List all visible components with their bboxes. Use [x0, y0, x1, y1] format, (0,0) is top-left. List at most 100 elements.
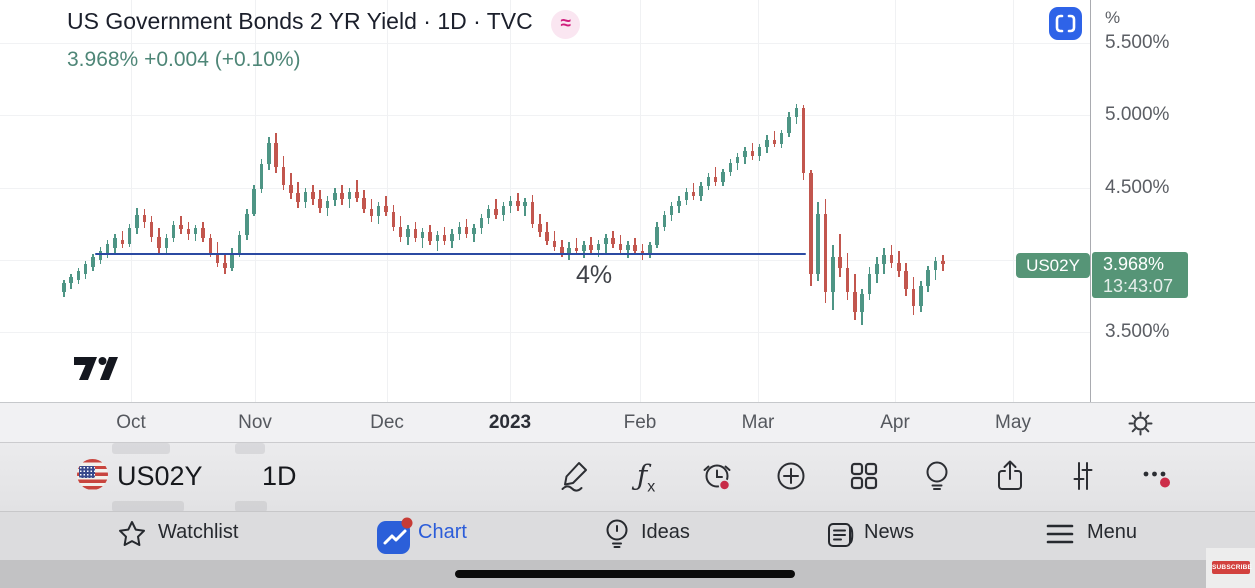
- gear-icon[interactable]: [1126, 409, 1155, 438]
- time-tick-label: Oct: [116, 412, 146, 433]
- subscribe-watermark[interactable]: SUBSCRIBE: [1206, 548, 1255, 588]
- candle-body: [933, 261, 938, 270]
- nav-chart[interactable]: Chart: [418, 521, 467, 543]
- candle-body: [311, 191, 315, 200]
- candle-body: [171, 225, 176, 239]
- chart-icon[interactable]: [374, 515, 416, 557]
- menu-icon[interactable]: [1044, 521, 1076, 549]
- candle-body: [105, 243, 110, 253]
- candle-body: [648, 245, 652, 256]
- candle-body: [941, 261, 945, 265]
- candle-body: [633, 245, 637, 252]
- candle-body: [574, 248, 579, 252]
- chart-panel[interactable]: 4% US Government Bonds 2 YR Yield · 1D ·…: [0, 0, 1090, 402]
- nav-menu[interactable]: Menu: [1087, 521, 1138, 543]
- picker-ghost-row: [112, 443, 170, 454]
- candle-wick: [421, 227, 424, 249]
- symbol-toolbar: US02Y 1D: [0, 443, 1255, 511]
- candle-body: [669, 206, 674, 215]
- fullscreen-icon[interactable]: [1049, 7, 1082, 40]
- candle-body: [662, 214, 667, 227]
- candle-body: [750, 151, 755, 156]
- candle-wick: [575, 238, 578, 256]
- candle-body: [882, 255, 886, 265]
- candle-body: [113, 238, 117, 249]
- layouts-icon[interactable]: [846, 458, 882, 494]
- price-tick-label: 5.500%: [1105, 32, 1170, 53]
- candle-body: [127, 227, 132, 244]
- candle-body: [142, 214, 147, 223]
- candle-body: [538, 223, 542, 233]
- candle-body: [684, 191, 689, 201]
- candle-body: [853, 291, 857, 312]
- badge-time: 13:43:07: [1103, 276, 1174, 296]
- candle-body: [713, 177, 718, 182]
- nav-ideas[interactable]: Ideas: [641, 521, 690, 543]
- nav-watchlist[interactable]: Watchlist: [158, 521, 239, 543]
- axis-unit-label: %: [1105, 8, 1121, 27]
- tradingview-logo[interactable]: [73, 352, 119, 382]
- candle-body: [567, 248, 571, 253]
- candle-body: [801, 108, 806, 174]
- price-tick-label: 3.500%: [1105, 321, 1170, 342]
- h-gridline: [0, 187, 1090, 189]
- horizontal-line-tool[interactable]: [95, 252, 806, 256]
- candle-body: [120, 239, 125, 244]
- candle-body: [809, 173, 813, 275]
- candle-body: [867, 274, 872, 295]
- candle-body: [179, 225, 183, 230]
- candle-body: [926, 269, 930, 286]
- candle-wick: [524, 197, 526, 217]
- add-icon[interactable]: [773, 458, 809, 494]
- time-tick-label: Dec: [370, 412, 404, 433]
- picker-ghost-row: [235, 443, 265, 454]
- ideas-bulb-icon[interactable]: [919, 458, 955, 494]
- time-tick-label: May: [995, 412, 1031, 433]
- last-price-badge: 3.968% 13:43:07: [1092, 252, 1188, 298]
- tune-icon[interactable]: [1065, 458, 1101, 494]
- time-tick-label: Feb: [623, 412, 657, 433]
- star-icon[interactable]: [116, 518, 148, 550]
- more-icon[interactable]: [1138, 458, 1174, 494]
- candle-body: [464, 226, 469, 234]
- time-axis[interactable]: Oct Nov Dec 2023 Feb Mar Apr May: [0, 402, 1255, 443]
- candle-body: [706, 177, 711, 187]
- streams-icon[interactable]: ≈: [551, 10, 581, 40]
- candle-body: [215, 252, 220, 263]
- candle-body: [699, 186, 703, 197]
- candle-body: [201, 227, 205, 239]
- candle-body: [560, 246, 564, 253]
- candle-body: [237, 235, 242, 253]
- share-icon[interactable]: [992, 458, 1028, 494]
- candle-body: [435, 235, 440, 241]
- candle-wick: [692, 183, 695, 201]
- candle-body: [486, 209, 491, 218]
- candle-body: [267, 142, 271, 165]
- h-gridline: [0, 115, 1090, 117]
- symbol-title[interactable]: US Government Bonds 2 YR Yield · 1D · TV…: [67, 8, 533, 34]
- nav-news[interactable]: News: [864, 521, 915, 543]
- badge-price: 3.968%: [1103, 254, 1165, 274]
- candle-body: [318, 199, 322, 208]
- news-icon[interactable]: [824, 518, 858, 552]
- candle-body: [831, 256, 835, 292]
- axis-separator: [1090, 0, 1091, 443]
- candle-body: [494, 209, 498, 215]
- home-indicator[interactable]: [455, 570, 795, 578]
- symbol-button[interactable]: US02Y: [117, 461, 203, 491]
- candle-body: [69, 277, 73, 283]
- candle-body: [369, 209, 374, 217]
- us-flag-icon[interactable]: [77, 459, 108, 490]
- price-axis[interactable]: % 5.500% 5.000% 4.500% 3.500%: [1091, 0, 1255, 402]
- subscribe-button[interactable]: SUBSCRIBE: [1212, 561, 1252, 574]
- indicators-icon[interactable]: ƒx: [636, 459, 656, 496]
- interval-button[interactable]: 1D: [262, 461, 297, 491]
- lightbulb-icon[interactable]: [600, 517, 634, 551]
- candle-body: [259, 164, 264, 189]
- candle-wick: [385, 196, 387, 217]
- time-tick-label: Apr: [880, 412, 910, 433]
- draw-icon[interactable]: [557, 458, 593, 494]
- candle-wick: [495, 199, 497, 220]
- candle-body: [779, 132, 784, 145]
- alerts-icon[interactable]: [700, 458, 736, 494]
